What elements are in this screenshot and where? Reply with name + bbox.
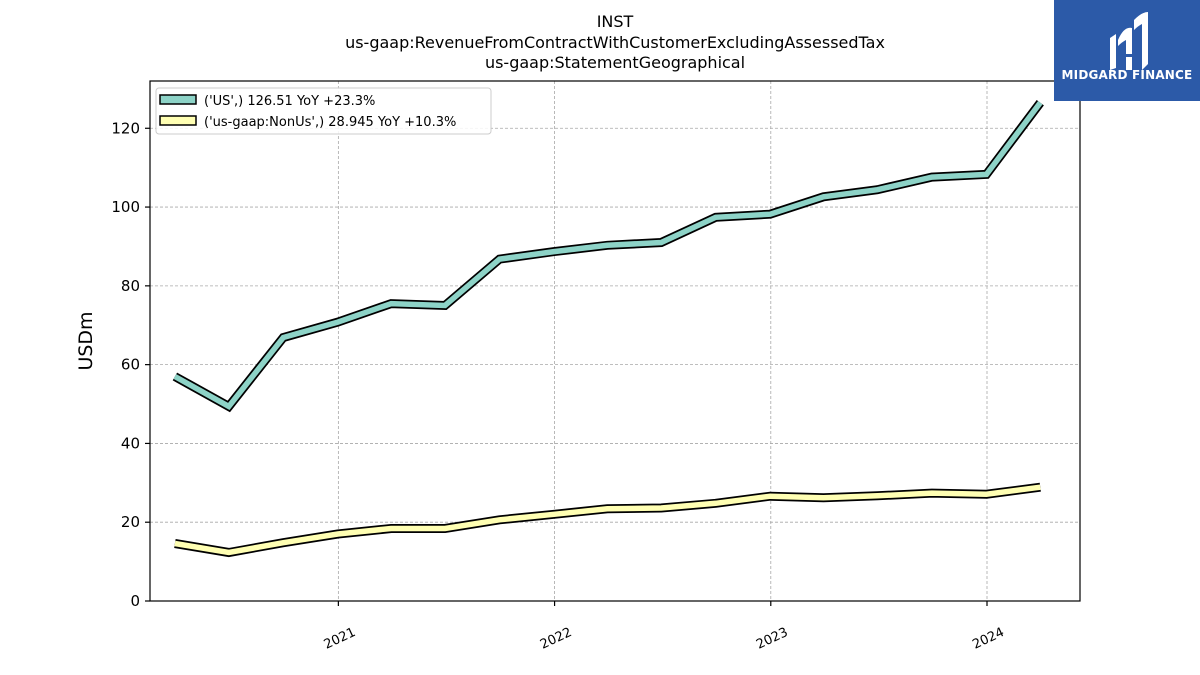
midgard-finance-logo: MIDGARD FINANCE	[1054, 0, 1200, 101]
series-us-outline	[172, 99, 1044, 413]
series-us-line	[173, 101, 1043, 410]
y-tick-label: 80	[121, 277, 140, 295]
x-tick-label: 2022	[538, 625, 574, 653]
logo-text: MIDGARD FINANCE	[1061, 68, 1193, 82]
series-nonus-line	[174, 484, 1041, 556]
y-axis-label: USDm	[75, 311, 97, 370]
x-tick-label: 2024	[970, 625, 1006, 653]
series-nonus-outline	[174, 482, 1041, 558]
series-lines	[172, 99, 1044, 558]
chart-title-line-1: INST	[597, 12, 634, 31]
legend: ('US',) 126.51 YoY +23.3% ('us-gaap:NonU…	[155, 87, 492, 135]
y-tick-label: 100	[111, 198, 140, 216]
x-tick-label: 2023	[754, 625, 790, 653]
plot-frame	[149, 80, 1081, 602]
y-tick-label: 20	[121, 513, 140, 531]
legend-label-us: ('US',) 126.51 YoY +23.3%	[204, 94, 375, 109]
y-axis-ticks: 0 20 40 60 80 100 120	[111, 119, 150, 610]
y-tick-label: 120	[111, 119, 140, 137]
midgard-m-icon	[1110, 12, 1148, 70]
legend-swatch-nonus	[159, 115, 197, 126]
legend-box	[155, 87, 492, 135]
x-axis-ticks: 2021 2022 2023 2024	[322, 601, 1007, 653]
legend-swatch-us	[159, 94, 197, 105]
y-tick-label: 40	[121, 434, 140, 452]
grid	[150, 81, 1080, 602]
legend-label-nonus: ('us-gaap:NonUs',) 28.945 YoY +10.3%	[204, 115, 456, 130]
x-tick-label: 2021	[322, 625, 358, 653]
y-tick-label: 0	[130, 592, 140, 610]
chart-title-line-2: us-gaap:RevenueFromContractWithCustomerE…	[345, 33, 885, 52]
y-tick-label: 60	[121, 356, 140, 374]
chart-title-line-3: us-gaap:StatementGeographical	[485, 53, 745, 72]
